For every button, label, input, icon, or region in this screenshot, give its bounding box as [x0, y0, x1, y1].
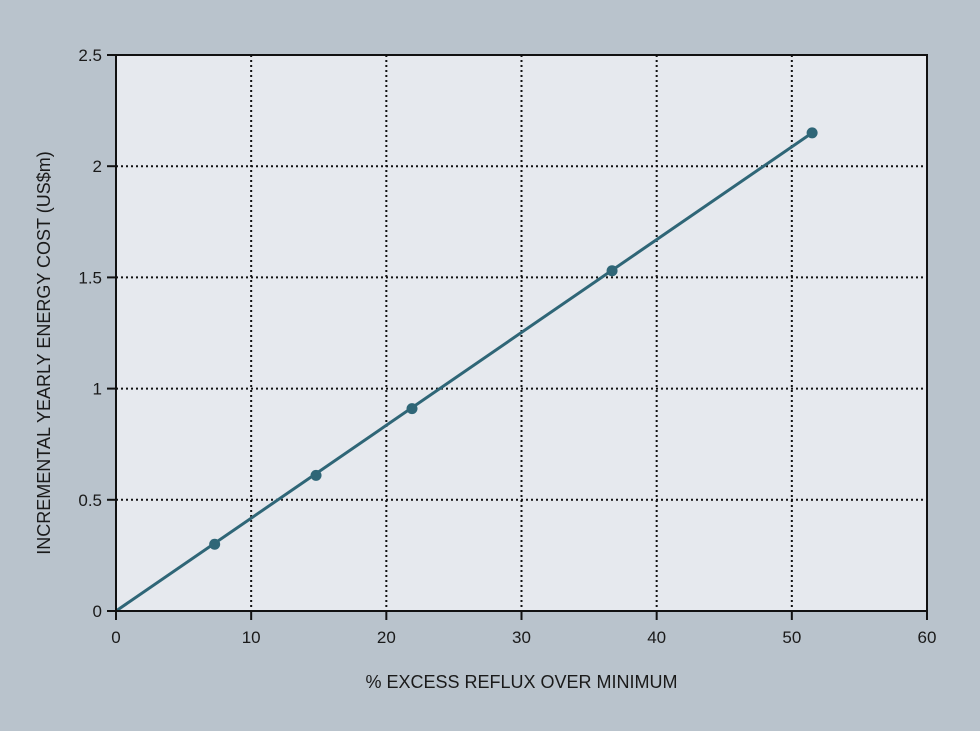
x-tick-label: 30 [512, 628, 531, 647]
x-axis-title: % EXCESS REFLUX OVER MINIMUM [365, 672, 677, 692]
x-tick-label: 50 [782, 628, 801, 647]
series-layer [115, 127, 818, 613]
series-line [115, 131, 813, 613]
y-tick-label: 2 [93, 157, 102, 176]
y-tick-label: 1.5 [78, 268, 102, 287]
x-tick-label: 40 [647, 628, 666, 647]
data-point [406, 403, 418, 415]
y-tick-label: 0 [93, 602, 102, 621]
data-point [310, 469, 322, 481]
grid-lines [116, 55, 927, 611]
ticks: 0 10 20 30 40 50 60 0 0.5 1 1.5 2 2.5 [78, 46, 936, 647]
y-tick-label: 1 [93, 380, 102, 399]
y-tick-label: 2.5 [78, 46, 102, 65]
x-tick-label: 10 [242, 628, 261, 647]
data-point [606, 265, 618, 277]
x-tick-label: 0 [111, 628, 120, 647]
x-tick-label: 60 [918, 628, 937, 647]
y-axis-title: INCREMENTAL YEARLY ENERGY COST (US$m) [34, 151, 54, 554]
y-tick-label: 0.5 [78, 491, 102, 510]
data-point [806, 127, 818, 139]
x-tick-label: 20 [377, 628, 396, 647]
data-point [209, 538, 221, 550]
